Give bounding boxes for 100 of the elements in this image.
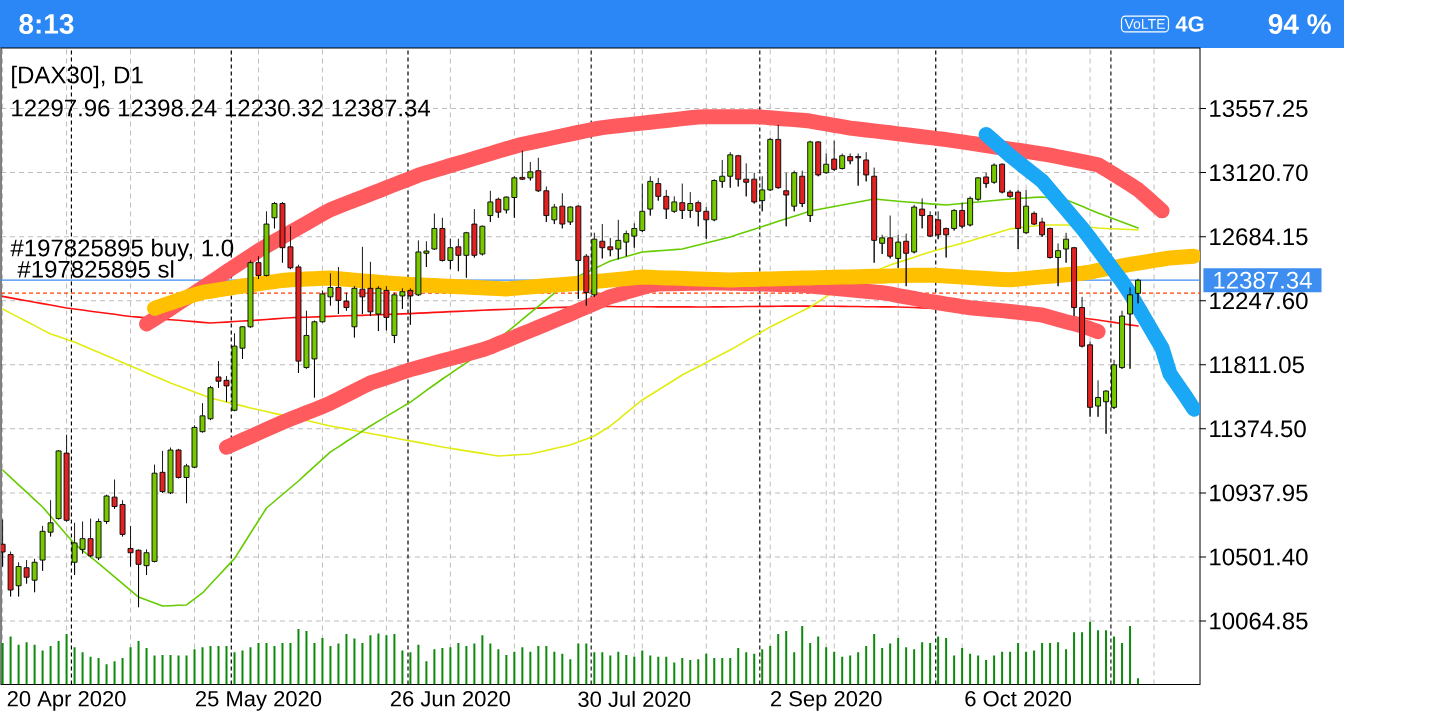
bar <box>961 647 964 685</box>
bar <box>993 655 996 685</box>
bar <box>561 653 564 685</box>
bar <box>753 653 756 685</box>
bar <box>953 655 956 685</box>
x-tick-label: 6 Oct 2020 <box>965 690 1072 707</box>
bar <box>793 652 796 685</box>
bar <box>945 637 948 685</box>
bar <box>145 647 148 685</box>
bar <box>369 635 372 685</box>
x-tick-label: 26 Jun 2020 <box>390 690 511 707</box>
x-tick-label: 30 Jul 2020 <box>578 690 691 708</box>
bar <box>1001 651 1004 685</box>
bar <box>921 642 924 685</box>
bar <box>81 652 84 685</box>
bar <box>361 642 364 685</box>
bar <box>745 652 748 685</box>
bar <box>393 634 396 685</box>
x-tick-label: 2 Sep 2020 <box>771 690 882 711</box>
bar <box>457 642 460 685</box>
bar <box>713 658 716 685</box>
bar <box>529 651 532 685</box>
bar <box>1033 650 1036 685</box>
bar <box>337 643 340 685</box>
bar <box>193 649 196 685</box>
bar <box>225 646 228 685</box>
bar <box>321 637 324 685</box>
bar <box>9 636 12 685</box>
bar <box>305 630 308 685</box>
bar <box>121 658 124 685</box>
bar <box>313 642 316 685</box>
bar <box>569 659 572 685</box>
bar <box>705 653 708 685</box>
bar <box>737 647 740 685</box>
y-tick-label: 10064.85 <box>1210 612 1308 630</box>
bar <box>1105 630 1108 685</box>
bar <box>129 647 132 685</box>
bar <box>329 646 332 685</box>
bar <box>649 655 652 685</box>
bar <box>449 647 452 685</box>
bar <box>977 655 980 685</box>
bar <box>65 634 68 685</box>
bar <box>177 655 180 685</box>
bar <box>721 658 724 685</box>
bar <box>345 634 348 685</box>
bar <box>169 654 172 685</box>
bar <box>1073 632 1076 685</box>
bar <box>265 642 268 685</box>
bar <box>1049 642 1052 685</box>
bar <box>281 642 284 685</box>
bar <box>761 649 764 685</box>
bar <box>153 655 156 685</box>
bar <box>577 643 580 685</box>
bar <box>1017 642 1020 685</box>
bar <box>625 654 628 685</box>
bar <box>777 634 780 685</box>
bar <box>1121 642 1124 685</box>
bar <box>441 647 444 685</box>
bar <box>729 658 732 685</box>
bar <box>201 647 204 685</box>
bar <box>985 659 988 685</box>
bar <box>1097 630 1100 685</box>
bar <box>601 652 604 685</box>
bar <box>593 652 596 685</box>
bar <box>377 633 380 685</box>
x-tick-label: 25 May 2020 <box>195 690 322 711</box>
bar <box>537 646 540 685</box>
bar <box>17 644 20 685</box>
bar <box>137 641 140 685</box>
bar <box>801 625 804 685</box>
bar <box>425 661 428 685</box>
bar <box>865 646 868 685</box>
bar <box>545 646 548 685</box>
bar <box>857 652 860 685</box>
bar <box>937 636 940 685</box>
bar <box>241 650 244 685</box>
bar <box>585 643 588 685</box>
bar <box>633 656 636 685</box>
bar <box>25 642 28 685</box>
bar <box>897 637 900 685</box>
bar <box>673 662 676 685</box>
bar <box>873 634 876 685</box>
bar <box>385 635 388 685</box>
bar <box>497 649 500 685</box>
bar <box>817 636 820 685</box>
bar <box>473 643 476 685</box>
bar <box>417 644 420 685</box>
bar <box>609 655 612 685</box>
bar <box>33 644 36 685</box>
bar <box>521 647 524 685</box>
bar <box>1041 642 1044 685</box>
bar <box>217 646 220 685</box>
bar <box>73 647 76 685</box>
bar <box>1057 642 1060 685</box>
bar <box>913 649 916 685</box>
bar <box>97 658 100 685</box>
bar <box>833 651 836 685</box>
bar <box>89 656 92 685</box>
bar <box>113 661 116 685</box>
bar <box>289 642 292 685</box>
